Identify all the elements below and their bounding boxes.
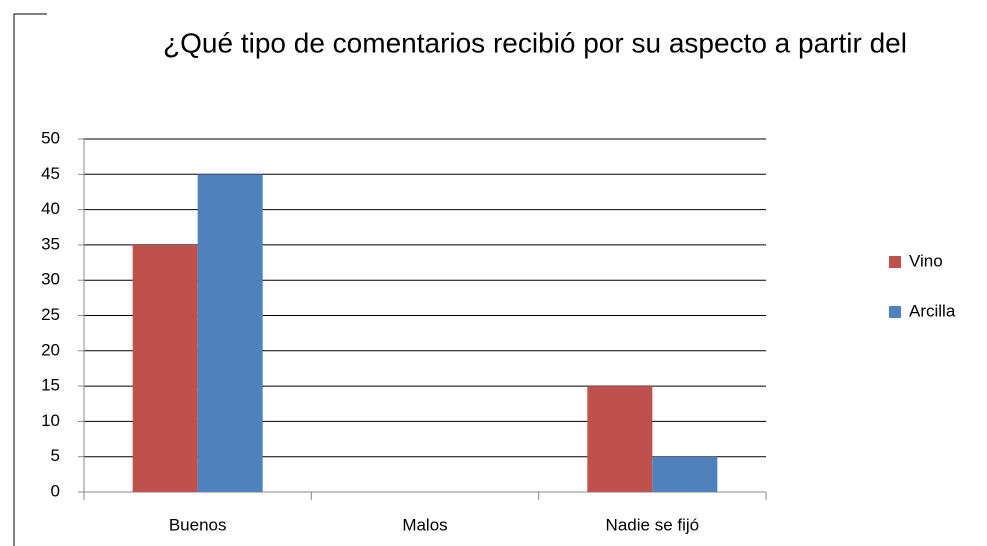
y-tick-label: 40 bbox=[41, 199, 60, 218]
y-tick-label: 0 bbox=[51, 481, 60, 500]
legend-label: Arcilla bbox=[909, 301, 956, 320]
x-tick-label: Buenos bbox=[169, 515, 227, 534]
y-tick-label: 35 bbox=[41, 234, 60, 253]
bar bbox=[587, 386, 653, 492]
bar bbox=[132, 244, 198, 492]
bar bbox=[652, 456, 718, 492]
y-tick-label: 10 bbox=[41, 411, 60, 430]
y-tick-label: 25 bbox=[41, 305, 60, 324]
legend-swatch bbox=[889, 306, 901, 318]
x-tick-label: Malos bbox=[402, 515, 447, 534]
y-tick-label: 50 bbox=[41, 128, 60, 147]
chart-frame bbox=[13, 13, 47, 546]
legend-label: Vino bbox=[909, 251, 943, 270]
chart-title: ¿Qué tipo de comentarios recibió por su … bbox=[163, 27, 907, 58]
legend-swatch bbox=[889, 256, 901, 268]
y-tick-label: 45 bbox=[41, 164, 60, 183]
x-tick-label: Nadie se fijó bbox=[606, 515, 700, 534]
y-tick-label: 30 bbox=[41, 270, 60, 289]
y-tick-label: 5 bbox=[51, 446, 60, 465]
bar bbox=[197, 174, 263, 493]
y-tick-label: 15 bbox=[41, 376, 60, 395]
y-tick-label: 20 bbox=[41, 340, 60, 359]
